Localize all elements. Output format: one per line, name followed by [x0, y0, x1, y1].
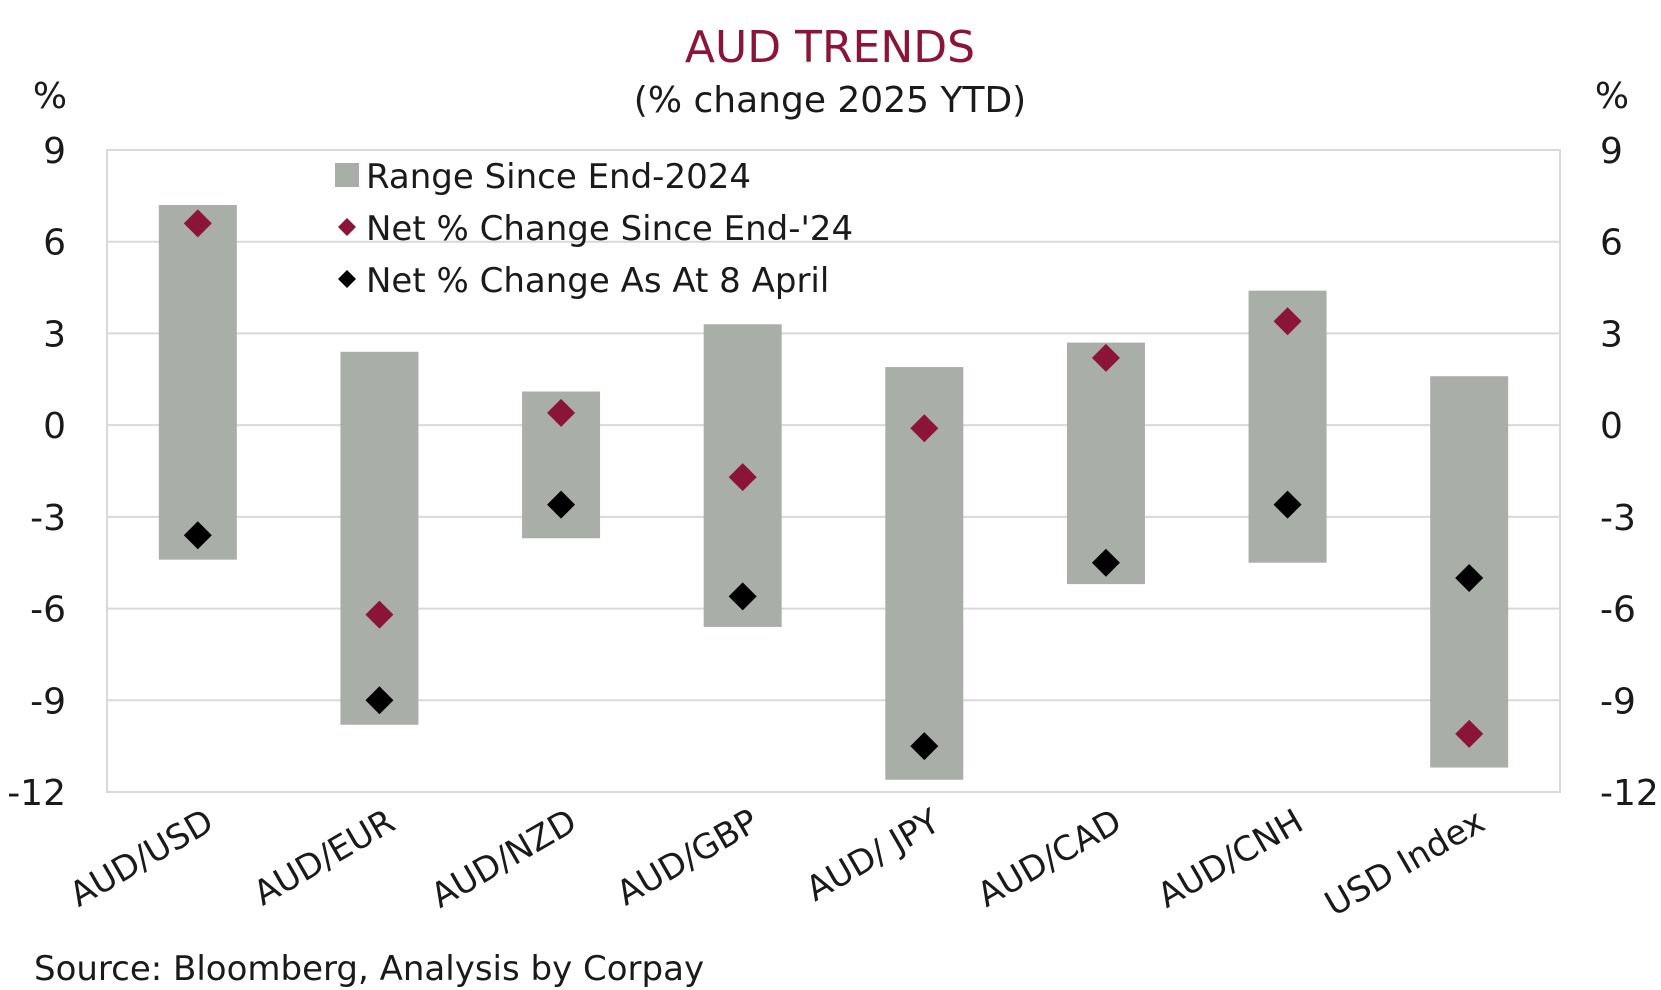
right-tick-label: 0	[1600, 406, 1623, 447]
category-label: AUD/EUR	[247, 801, 402, 914]
net-8april-point	[1455, 564, 1484, 592]
net-change-8april-markers	[183, 490, 1484, 761]
right-tick-label: -3	[1600, 498, 1636, 539]
legend-swatch-net-end24	[338, 218, 356, 236]
source-note: Source: Bloomberg, Analysis by Corpay	[34, 949, 704, 989]
right-tick-label: -12	[1600, 773, 1659, 814]
range-bar	[340, 351, 419, 725]
category-label: AUD/CNH	[1151, 801, 1310, 916]
net-8april-point	[910, 732, 939, 761]
legend-swatch-net-8april	[338, 270, 356, 288]
net-end24-point	[728, 463, 757, 492]
net-end24-point	[365, 600, 394, 629]
net-8april-point	[365, 686, 394, 715]
left-tick-label: -12	[7, 773, 66, 814]
chart-title: AUD TRENDS	[685, 22, 975, 73]
left-tick-label: -6	[30, 590, 66, 631]
net-end24-point	[910, 414, 939, 443]
left-tick-label: 0	[43, 406, 66, 447]
right-tick-label: 3	[1600, 314, 1623, 355]
net-8april-point	[1091, 548, 1120, 577]
right-tick-label: 6	[1600, 223, 1623, 264]
left-tick-label: -3	[30, 498, 66, 539]
net-change-end24-markers	[183, 209, 1484, 748]
category-label: AUD/USD	[63, 801, 220, 915]
right-axis-ticks: 9 6 3 0 -3 -6 -9 -12	[1600, 131, 1659, 814]
left-axis-ticks: 9 6 3 0 -3 -6 -9 -12	[7, 131, 66, 814]
left-tick-label: 6	[43, 223, 66, 264]
range-bar	[158, 205, 237, 560]
right-axis-unit: %	[1595, 76, 1629, 117]
legend-label-net-end24: Net % Change Since End-'24	[366, 209, 853, 249]
net-8april-point	[728, 582, 757, 611]
net-8april-point	[1273, 490, 1302, 519]
left-tick-label: 3	[43, 314, 66, 355]
net-8april-point	[547, 490, 576, 519]
category-label: AUD/GBP	[610, 801, 765, 914]
net-end24-point	[1273, 307, 1302, 336]
net-end24-point	[183, 209, 212, 238]
right-tick-label: -9	[1600, 681, 1636, 722]
category-label: AUD/ JPY	[799, 801, 947, 909]
net-end24-point	[1091, 343, 1120, 372]
category-label: AUD/NZD	[424, 801, 583, 916]
net-end24-point	[1455, 719, 1484, 748]
range-bars	[158, 205, 1509, 780]
chart-subtitle: (% change 2025 YTD)	[634, 80, 1026, 121]
category-labels: AUD/USD AUD/EUR AUD/NZD AUD/GBP AUD/ JPY AUD/…	[63, 801, 1492, 924]
range-bar	[1066, 342, 1145, 585]
category-label: USD Index	[1318, 801, 1491, 924]
right-tick-label: 9	[1600, 131, 1623, 172]
legend: Range Since End-2024 Net % Change Since …	[335, 157, 853, 301]
legend-swatch-range	[335, 163, 359, 187]
left-tick-label: -9	[30, 681, 66, 722]
legend-label-range: Range Since End-2024	[366, 157, 751, 197]
legend-label-net-8april: Net % Change As At 8 April	[366, 261, 829, 301]
net-end24-point	[547, 398, 576, 427]
right-tick-label: -6	[1600, 590, 1636, 631]
left-tick-label: 9	[43, 131, 66, 172]
net-8april-point	[183, 521, 212, 550]
left-axis-unit: %	[33, 76, 67, 117]
plot-area	[106, 149, 1561, 793]
category-label: AUD/CAD	[971, 801, 1129, 915]
